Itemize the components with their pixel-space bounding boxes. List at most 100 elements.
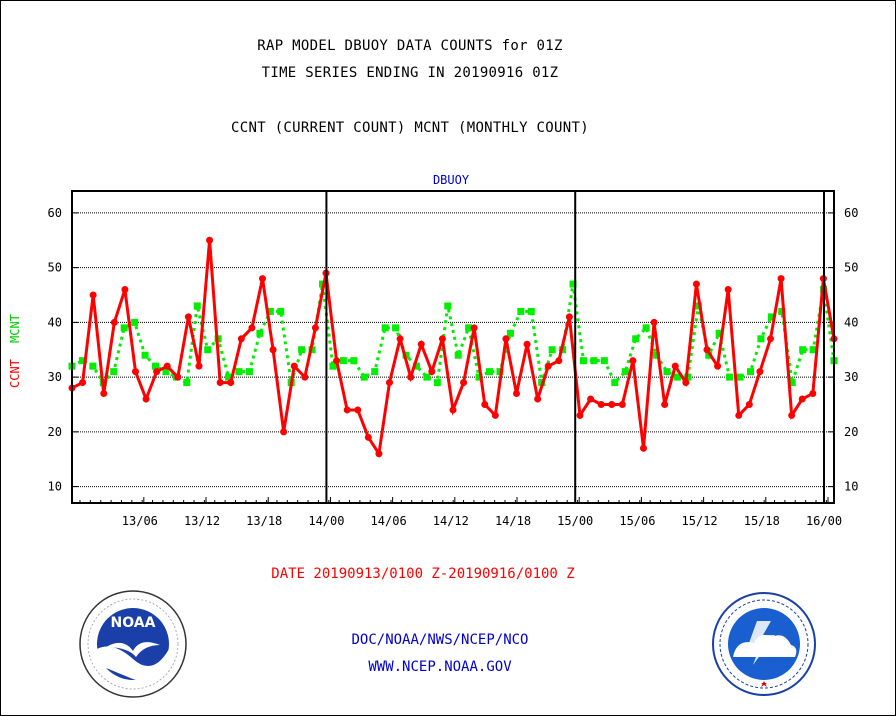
series-ccnt: [68, 236, 838, 458]
x-tick-label: 15/18: [744, 514, 780, 528]
data-point-ccnt: [354, 406, 362, 414]
data-point-ccnt: [640, 444, 647, 452]
data-point-mcnt: [433, 379, 441, 387]
chart-legend-line: CCNT (CURRENT COUNT) MCNT (MONTHLY COUNT…: [231, 120, 589, 136]
data-point-mcnt: [475, 373, 483, 381]
data-point-ccnt: [745, 400, 753, 408]
data-point-mcnt: [454, 351, 462, 359]
x-tick-label: 14/18: [495, 514, 531, 528]
data-point-ccnt: [153, 368, 161, 376]
data-point-mcnt: [162, 368, 170, 376]
data-point-mcnt: [694, 302, 702, 310]
data-point-ccnt: [206, 236, 214, 244]
y-tick-label: 30: [48, 370, 62, 384]
data-point-mcnt: [444, 302, 452, 310]
data-point-ccnt: [407, 373, 415, 381]
data-point-ccnt: [216, 379, 224, 387]
data-point-ccnt: [544, 362, 552, 370]
data-point-ccnt: [100, 390, 108, 398]
y-tick-label: 20: [48, 425, 62, 439]
data-point-mcnt: [579, 357, 587, 365]
data-point-ccnt: [682, 379, 690, 387]
data-point-mcnt: [266, 307, 274, 315]
data-point-mcnt: [392, 324, 400, 332]
data-point-ccnt: [89, 291, 97, 299]
y-axis-right: 10 20 30 40 50 60: [828, 206, 858, 494]
data-point-mcnt: [517, 307, 525, 315]
data-point-mcnt: [412, 362, 420, 370]
data-point-mcnt: [621, 368, 629, 376]
data-point-ccnt: [502, 335, 510, 343]
y-tick-label: 20: [844, 425, 858, 439]
data-point-ccnt: [121, 286, 129, 294]
data-point-ccnt: [714, 362, 722, 370]
data-point-ccnt: [333, 357, 341, 365]
y-axis-left: 10 20 30 40 50 60: [48, 206, 78, 494]
data-point-ccnt: [809, 390, 817, 398]
data-point-mcnt: [110, 368, 118, 376]
data-point-ccnt: [798, 395, 806, 403]
noaa-logo: NOAA: [79, 590, 187, 698]
series-line-ccnt: [71, 240, 836, 458]
data-point-ccnt: [608, 400, 616, 408]
data-point-ccnt: [343, 406, 351, 414]
y-tick-label: 40: [48, 315, 62, 329]
data-point-ccnt: [142, 395, 150, 403]
data-point-ccnt: [375, 450, 383, 458]
data-point-mcnt: [360, 373, 368, 381]
data-point-ccnt: [661, 400, 669, 408]
y-label-ccnt: CCNT: [8, 359, 22, 388]
data-point-mcnt: [131, 318, 139, 326]
data-point-ccnt: [629, 357, 637, 365]
data-point-mcnt: [225, 373, 233, 381]
data-point-ccnt: [735, 411, 743, 419]
chart-title-line-2: TIME SERIES ENDING IN 20190916 01Z: [261, 65, 559, 81]
data-point-mcnt: [726, 373, 734, 381]
data-point-ccnt: [184, 313, 192, 321]
data-point-ccnt: [692, 280, 700, 288]
data-point-mcnt: [245, 368, 253, 376]
x-tick-label: 13/18: [246, 514, 282, 528]
x-tick-label: 14/06: [371, 514, 407, 528]
plot-border: [71, 190, 835, 504]
date-range: DATE 20190913/0100 Z-20190916/0100 Z: [271, 566, 575, 582]
x-tick-label: 14/00: [308, 514, 344, 528]
website-link[interactable]: WWW.NCEP.NOAA.GOV: [368, 659, 512, 675]
data-point-mcnt: [141, 351, 149, 359]
data-point-mcnt: [715, 329, 723, 337]
data-point-mcnt: [705, 351, 713, 359]
data-point-mcnt: [350, 357, 358, 365]
data-point-ccnt: [301, 373, 309, 381]
data-point-ccnt: [523, 340, 531, 348]
data-point-ccnt: [174, 373, 182, 381]
data-point-ccnt: [597, 400, 605, 408]
day-boundary-lines: [325, 191, 825, 503]
data-point-mcnt: [423, 373, 431, 381]
chart-subtitle: DBUOY: [433, 173, 470, 187]
data-point-ccnt: [311, 324, 319, 332]
data-point-ccnt: [237, 335, 245, 343]
data-point-ccnt: [449, 406, 457, 414]
data-point-ccnt: [269, 346, 277, 354]
data-point-mcnt: [339, 357, 347, 365]
data-point-ccnt: [703, 346, 711, 354]
data-point-mcnt: [465, 324, 473, 332]
data-point-mcnt: [371, 368, 379, 376]
data-point-ccnt: [110, 318, 118, 326]
data-point-mcnt: [611, 379, 619, 387]
data-point-ccnt: [756, 368, 764, 376]
data-point-mcnt: [600, 357, 608, 365]
y-tick-label: 10: [844, 480, 858, 494]
y-tick-label: 30: [844, 370, 858, 384]
data-point-mcnt: [329, 362, 337, 370]
data-point-mcnt: [548, 346, 556, 354]
svg-text:NOAA: NOAA: [111, 615, 156, 631]
data-point-mcnt: [767, 313, 775, 321]
y-label-mcnt: MCNT: [8, 314, 22, 343]
x-tick-label: 16/00: [806, 514, 842, 528]
data-point-mcnt: [757, 335, 765, 343]
data-point-ccnt: [534, 395, 542, 403]
data-point-ccnt: [565, 313, 573, 321]
data-point-mcnt: [590, 357, 598, 365]
